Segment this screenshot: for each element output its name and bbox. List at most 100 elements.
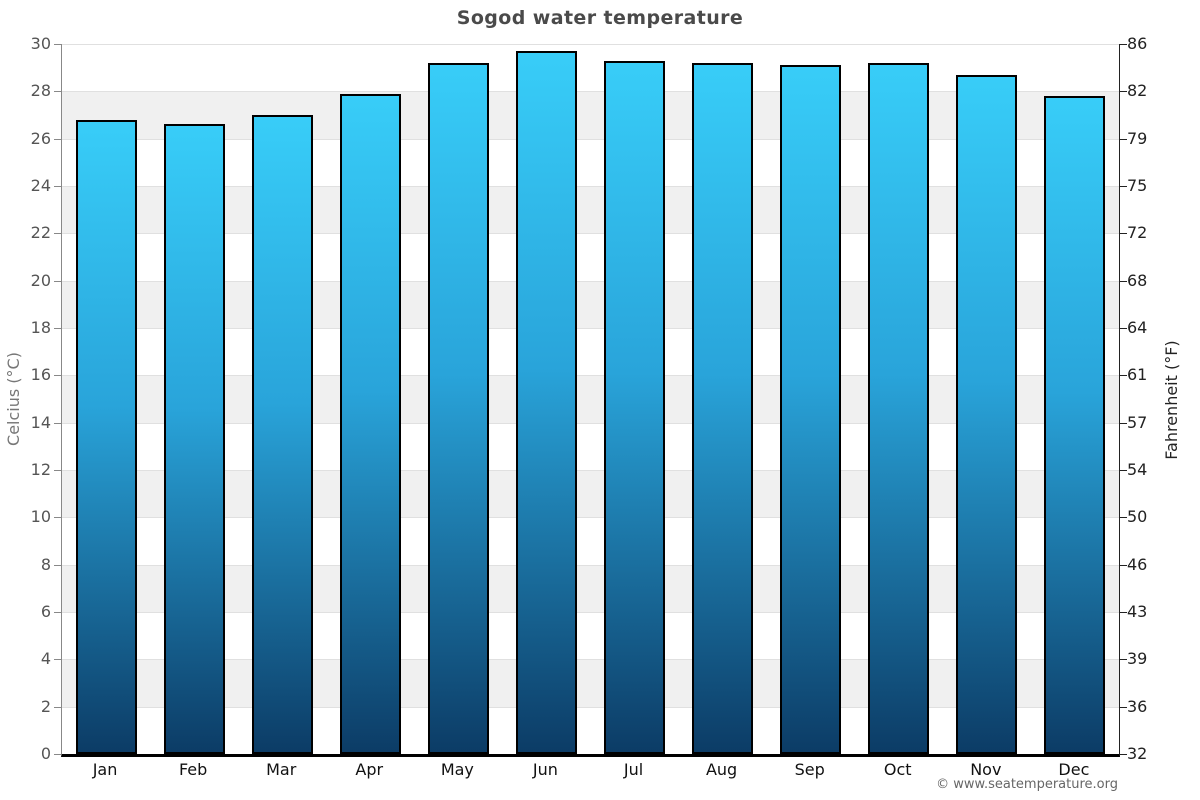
y-tick-label-fahrenheit: 39 — [1127, 649, 1148, 669]
chart-title: Sogod water temperature — [456, 7, 744, 29]
y-tick-left — [54, 375, 61, 377]
bar-slot — [62, 44, 150, 754]
grid-line — [62, 280, 1119, 282]
y-tick-left — [54, 91, 61, 93]
y-tick-label-celsius: 16 — [30, 365, 51, 385]
y-tick-right — [1120, 375, 1127, 377]
temperature-bar-apr — [339, 93, 401, 754]
y-tick-label-fahrenheit: 57 — [1127, 412, 1148, 432]
background-band — [62, 470, 1119, 518]
bar-slot — [590, 44, 678, 754]
background-band — [62, 328, 1119, 376]
background-band — [62, 422, 1119, 470]
grid-line — [62, 233, 1119, 235]
y-tick-label-fahrenheit: 50 — [1127, 507, 1148, 527]
grid-line — [62, 612, 1119, 613]
y-tick-label-celsius: 30 — [30, 34, 51, 53]
y-tick-label-celsius: 22 — [30, 223, 51, 243]
copyright-watermark: © www.seatemperature.org — [936, 777, 1118, 792]
bar-slot — [767, 44, 855, 754]
background-band — [62, 186, 1119, 234]
y-tick-label-celsius: 2 — [40, 696, 51, 716]
y-axis-title-fahrenheit: Fahrenheit (°F) — [1162, 340, 1181, 460]
background-band — [62, 280, 1119, 328]
y-tick-right — [1120, 706, 1127, 708]
temperature-bar-feb — [163, 124, 225, 754]
y-tick-right — [1120, 422, 1127, 424]
bar-slot — [502, 44, 590, 754]
y-tick-left — [54, 280, 61, 282]
x-tick-label-month: Nov — [970, 760, 1002, 779]
temperature-bar-jun — [515, 51, 577, 754]
x-tick-label-month: Aug — [705, 760, 738, 779]
y-tick-left — [54, 754, 61, 755]
y-tick-label-celsius: 8 — [40, 554, 51, 574]
background-band — [62, 564, 1119, 612]
background-band — [62, 138, 1119, 186]
temperature-bar-nov — [956, 74, 1018, 754]
x-tick-label-month: Apr — [355, 760, 384, 779]
y-tick-label-fahrenheit: 79 — [1127, 128, 1148, 148]
y-tick-label-fahrenheit: 32 — [1127, 744, 1148, 763]
background-band — [62, 233, 1119, 281]
x-axis-month-labels: Jan Feb Mar Apr May Jun Jul Aug Sep Oct Nov Dec — [61, 760, 1118, 779]
y-tick-left — [54, 44, 61, 45]
bars-container — [62, 44, 1119, 754]
y-tick-right — [1120, 612, 1127, 613]
background-band — [62, 706, 1119, 754]
grid-line — [62, 186, 1119, 187]
y-tick-label-celsius: 0 — [40, 744, 51, 763]
x-tick-label-month: May — [440, 760, 474, 779]
x-tick-label-month: Oct — [883, 760, 912, 779]
x-tick-label-month: Jun — [532, 760, 558, 779]
y-tick-label-fahrenheit: 75 — [1127, 176, 1148, 195]
bar-slot — [855, 44, 943, 754]
y-tick-left — [54, 706, 61, 708]
x-tick-label-month: Feb — [178, 760, 208, 779]
y-tick-right — [1120, 186, 1127, 187]
bar-slot — [679, 44, 767, 754]
temperature-bar-oct — [868, 62, 930, 754]
bar-slot — [150, 44, 238, 754]
background-band — [62, 91, 1119, 139]
grid-line — [62, 91, 1119, 93]
plot-area — [61, 44, 1120, 757]
background-band — [62, 375, 1119, 423]
temperature-bar-jan — [75, 119, 137, 754]
x-tick-label-month: Dec — [1058, 760, 1090, 779]
background-band — [62, 659, 1119, 707]
grid-line — [62, 138, 1119, 140]
temperature-bar-aug — [692, 62, 754, 754]
temperature-bar-jul — [604, 60, 665, 754]
y-tick-label-celsius: 18 — [30, 318, 51, 337]
y-tick-right — [1120, 754, 1127, 755]
y-tick-left — [54, 186, 61, 187]
y-tick-left — [54, 422, 61, 424]
grid-line — [62, 422, 1119, 424]
y-tick-right — [1120, 517, 1127, 519]
y-tick-label-celsius: 14 — [30, 412, 51, 432]
y-tick-label-celsius: 24 — [30, 176, 51, 195]
y-tick-left — [54, 470, 61, 471]
background-band — [62, 44, 1119, 92]
grid-line — [62, 470, 1119, 471]
x-tick-label-month: Jul — [623, 760, 644, 779]
y-tick-label-fahrenheit: 82 — [1127, 81, 1148, 101]
y-tick-label-celsius: 26 — [30, 128, 51, 148]
bar-slot — [1031, 44, 1119, 754]
y-tick-left — [54, 517, 61, 519]
bar-slot — [943, 44, 1031, 754]
y-tick-label-fahrenheit: 68 — [1127, 270, 1148, 290]
y-tick-label-fahrenheit: 64 — [1127, 318, 1148, 337]
y-tick-right — [1120, 564, 1127, 566]
grid-line — [62, 706, 1119, 708]
temperature-bar-may — [427, 62, 489, 754]
y-tick-label-fahrenheit: 46 — [1127, 554, 1148, 574]
y-tick-right — [1120, 659, 1127, 661]
x-tick-label-month: Mar — [266, 760, 297, 779]
bar-slot — [238, 44, 326, 754]
y-tick-left — [54, 564, 61, 566]
grid-line — [62, 328, 1119, 329]
bar-slot — [414, 44, 502, 754]
